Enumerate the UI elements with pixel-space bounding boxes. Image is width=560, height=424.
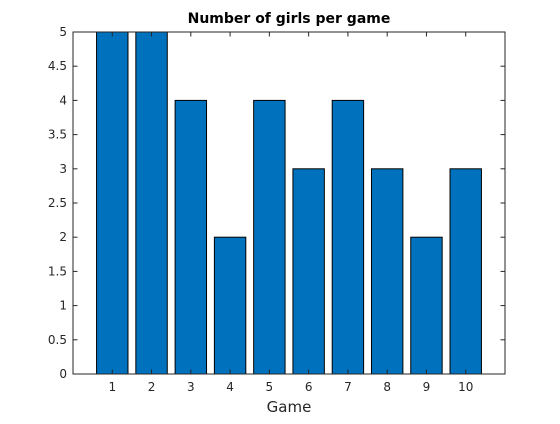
x-tick-label: 9: [423, 380, 431, 394]
bar-game-2: [135, 31, 168, 375]
y-tick-label: 4.5: [48, 59, 67, 73]
bar-game-9: [410, 236, 443, 375]
bar-game-7: [331, 99, 365, 375]
x-axis-label: Game: [267, 398, 312, 416]
y-tick-label: 0: [59, 367, 67, 381]
x-tick-label: 8: [383, 380, 391, 394]
x-tick-label: 1: [108, 380, 116, 394]
bar-game-1: [96, 31, 129, 375]
y-tick-label: 3: [59, 162, 67, 176]
y-tick-label: 4: [59, 93, 67, 107]
bar-game-8: [370, 168, 404, 375]
y-tick-label: 1: [59, 299, 67, 313]
x-tick-label: 4: [226, 380, 234, 394]
y-tick-label: 3.5: [48, 128, 67, 142]
y-tick-label: 2.5: [48, 196, 67, 210]
bar-game-6: [292, 168, 325, 375]
x-tick-label: 3: [187, 380, 195, 394]
x-tick-label: 6: [305, 380, 313, 394]
y-tick-label: 1.5: [48, 264, 67, 278]
x-tick-label: 10: [458, 380, 473, 394]
ticks-layer: 0 0.5 1 1.5 2 2.5 3 3.5 4 4.5 5 1 2 3 4 5 6 7 8 9 10: [48, 25, 505, 394]
chart-title: Number of girls per game: [188, 11, 391, 27]
x-tick-label: 2: [148, 380, 156, 394]
bars-layer: [96, 31, 482, 375]
y-tick-label: 0.5: [48, 333, 67, 347]
y-tick-label: 2: [59, 230, 67, 244]
bar-game-4: [213, 236, 247, 375]
bar-game-10: [449, 168, 482, 375]
bar-game-5: [253, 99, 286, 375]
x-tick-label: 5: [266, 380, 274, 394]
bar-game-3: [174, 99, 208, 375]
y-tick-label: 5: [59, 25, 67, 39]
x-tick-label: 7: [344, 380, 352, 394]
